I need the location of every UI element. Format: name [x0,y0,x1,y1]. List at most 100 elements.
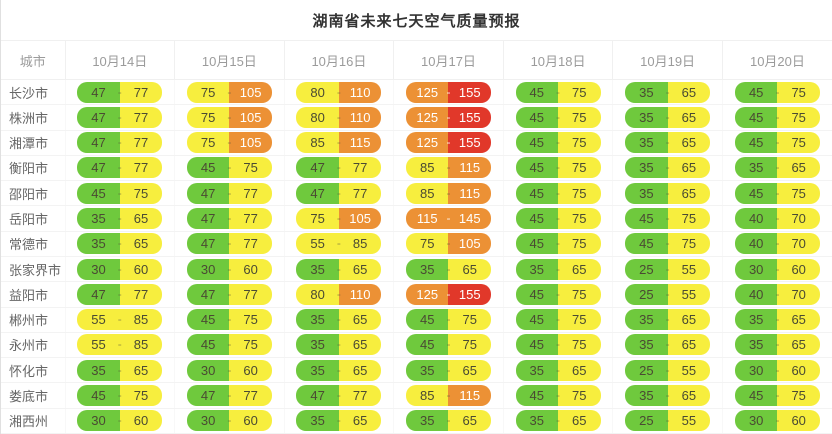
aqi-cell: 55 85- [65,307,176,333]
aqi-cell: 35 65- [284,408,395,434]
aqi-cell: 85 115- [284,130,395,156]
aqi-low-value: 47 [77,132,120,154]
aqi-range-badge: 45 75- [734,81,820,103]
aqi-cell: 45 75- [503,307,614,333]
aqi-low-value: 80 [296,106,339,128]
city-name: 株洲市 [1,104,66,131]
aqi-range-badge: 45 75- [405,309,491,331]
aqi-low-value: 35 [625,182,668,204]
aqi-cell: 35 65- [393,408,504,434]
aqi-range-badge: 45 75- [515,157,601,179]
aqi-low-value: 85 [405,157,449,179]
aqi-range-badge: 75 105- [405,233,491,255]
aqi-high-value: 65 [338,359,382,381]
table-row: 株洲市 47 77-75 105-80 110-125 155-45 75-35 65-45 7… [1,104,832,131]
city-name: 常德市 [1,231,66,257]
title-bar: 湖南省未来七天空气质量预报 [1,0,832,40]
aqi-low-value: 47 [296,182,339,204]
aqi-range-badge: 35 65- [734,309,820,331]
aqi-high-value: 60 [229,410,272,432]
aqi-cell: 25 55- [612,408,723,434]
date-column-header: 10月14日 [65,40,176,80]
aqi-cell: 30 60- [174,256,285,283]
aqi-high-value: 65 [338,334,382,356]
aqi-low-value: 40 [734,208,778,230]
aqi-cell: 45 75- [174,155,285,182]
aqi-cell: 47 77- [174,231,285,257]
aqi-low-value: 40 [734,283,778,305]
aqi-low-value: 30 [186,258,230,280]
aqi-low-value: 35 [296,258,339,280]
aqi-high-value: 65 [777,309,820,331]
aqi-range-badge: 45 75- [186,157,272,179]
aqi-low-value: 35 [405,258,449,280]
aqi-cell: 45 75- [174,307,285,333]
aqi-cell: 45 75- [65,180,176,207]
aqi-high-value: 65 [777,157,820,179]
aqi-range-badge: 85 115- [405,385,491,407]
aqi-high-value: 110 [338,283,382,305]
aqi-low-value: 55 [77,334,120,356]
aqi-cell: 35 65- [612,382,723,409]
aqi-range-badge: 85 115- [296,132,382,154]
aqi-range-badge: 125 155- [405,81,491,103]
aqi-low-value: 45 [734,385,778,407]
aqi-cell: 45 75- [722,180,832,207]
date-column-header: 10月17日 [393,40,504,80]
table-row: 永州市 55 85- 45 75- 35 65- 45 75- 45 75- 35 65- 35 65- [1,332,832,359]
aqi-high-value: 75 [558,157,601,179]
aqi-high-value: 75 [667,233,711,255]
aqi-range-badge: 45 75- [186,309,272,331]
aqi-high-value: 110 [338,106,382,128]
aqi-range-badge: 35 65- [515,359,601,381]
aqi-low-value: 45 [515,106,559,128]
aqi-cell: 35 65- [722,155,832,182]
city-name: 永州市 [1,332,66,359]
table-header: 城市 10月14日 10月15日 10月16日 10月17日 10月18日 10月19日 1… [1,40,832,80]
aqi-cell: 75 105- [393,231,504,257]
aqi-cell: 45 75- [612,205,723,232]
table-row: 湘潭市 47 77-75 105-85 115-125 155-45 75-35 65-45 7… [1,130,832,156]
aqi-range-badge: 25 55- [625,410,711,432]
aqi-high-value: 75 [229,334,272,356]
aqi-low-value: 35 [625,132,668,154]
aqi-cell: 45 75- [503,332,614,359]
aqi-range-badge: 25 55- [625,359,711,381]
aqi-high-value: 65 [448,410,491,432]
aqi-high-value: 55 [667,410,711,432]
aqi-cell: 30 60- [65,408,176,434]
aqi-range-badge: 125 155- [405,106,491,128]
aqi-forecast-table: 城市 10月14日 10月15日 10月16日 10月17日 10月18日 10月19日 1… [1,40,832,434]
aqi-low-value: 35 [625,385,668,407]
aqi-low-value: 35 [296,309,339,331]
aqi-cell: 80 110- [284,79,395,106]
aqi-high-value: 75 [777,81,820,103]
aqi-cell: 45 75- [503,281,614,308]
aqi-range-badge: 35 65- [734,334,820,356]
city-name: 湘西州 [1,408,66,434]
city-name: 湘潭市 [1,130,66,156]
aqi-cell: 47 77- [65,155,176,182]
aqi-cell: 30 60- [174,357,285,384]
date-column-header: 10月15日 [174,40,285,80]
city-name: 衡阳市 [1,155,66,182]
aqi-high-value: 75 [448,334,491,356]
aqi-low-value: 85 [405,385,449,407]
aqi-range-badge: 47 77- [296,385,382,407]
aqi-range-badge: 45 75- [515,233,601,255]
aqi-high-value: 65 [667,81,711,103]
aqi-high-value: 65 [667,309,711,331]
aqi-high-value: 115 [448,385,491,407]
table-row: 张家界市 30 60- 30 60- 35 65- 35 65- 35 65- 25 55- 30 60- [1,256,832,283]
aqi-range-badge: 35 65- [625,334,711,356]
aqi-range-badge: 47 77- [186,385,272,407]
aqi-cell: 115 145- [393,205,504,232]
aqi-range-badge: 75 105- [186,132,272,154]
aqi-cell: 45 75- [722,79,832,106]
aqi-low-value: 75 [296,208,339,230]
aqi-low-value: 47 [77,283,120,305]
aqi-low-value: 55 [77,309,120,331]
aqi-high-value: 105 [229,106,272,128]
aqi-high-value: 65 [558,359,601,381]
aqi-cell: 30 60- [65,256,176,283]
